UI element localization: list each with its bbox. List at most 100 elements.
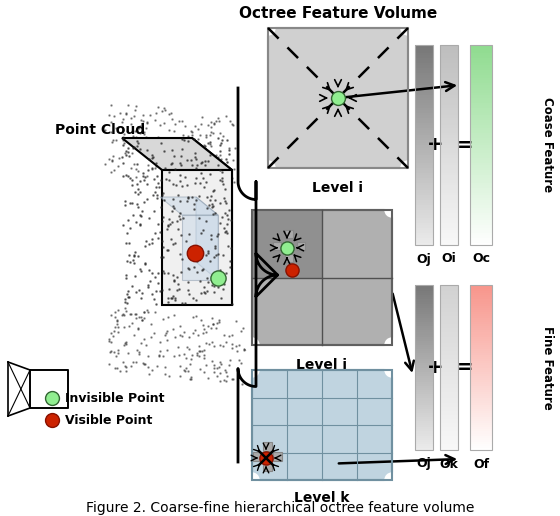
Point [177,117,186,125]
Point [209,282,218,290]
Point [157,150,166,158]
Bar [440,80,458,83]
Bar [470,440,492,442]
Point [160,104,169,112]
Point [183,136,192,144]
Point [223,372,232,380]
Point [139,314,148,322]
Point [131,106,140,114]
Point [139,198,148,206]
Point [170,120,179,128]
Point [177,152,186,160]
Point [209,278,218,286]
Bar [440,148,458,150]
Point [169,292,178,300]
Point [158,213,167,221]
Bar [440,110,458,112]
Point [183,155,192,164]
Bar [470,77,492,80]
Bar [415,287,433,289]
Point [172,166,181,174]
Point [216,166,225,174]
Bar [440,133,458,135]
Bar [440,243,458,245]
Point [209,319,218,328]
Bar [470,409,492,411]
Point [199,174,208,183]
Point [152,172,161,180]
Bar [415,88,433,90]
Point [207,127,216,136]
Point [178,135,187,143]
Bar [470,417,492,419]
Bar [415,168,433,170]
Point [217,155,226,164]
Bar [470,378,492,380]
Bar [470,185,492,187]
Circle shape [245,338,259,352]
Point [110,327,119,335]
Bar [415,190,433,192]
Point [227,120,236,128]
Point [203,247,212,255]
Point [200,351,209,360]
Bar [440,98,458,100]
Bar [440,127,458,130]
Point [132,180,141,188]
Bar [415,142,433,145]
Bar [470,75,492,77]
Bar [470,336,492,338]
Bar [440,192,458,195]
Point [193,268,202,276]
Point [180,299,189,308]
Bar [415,157,433,160]
Point [218,251,227,259]
Point [160,331,169,340]
Point [191,164,200,172]
Point [108,157,117,165]
Bar [440,65,458,68]
Bar [440,103,458,105]
Point [222,368,231,376]
Point [186,354,195,363]
Point [205,151,214,159]
Point [170,351,179,360]
Bar [440,53,458,55]
Bar [415,77,433,80]
Point [197,168,206,176]
Bar [415,353,433,355]
Point [135,221,144,229]
Point [219,331,228,339]
Bar [470,402,492,405]
Point [176,372,185,380]
Bar [470,305,492,308]
Point [183,146,192,154]
Point [196,131,205,139]
Bar [415,205,433,207]
Point [189,263,198,271]
Bar [470,427,492,429]
Bar [415,185,433,187]
Bar [440,168,458,170]
Polygon shape [122,138,232,170]
Point [148,366,157,375]
Bar [415,285,433,287]
Point [136,220,144,228]
Point [182,155,191,164]
Point [122,363,130,372]
Bar [415,448,433,450]
Bar [440,405,458,407]
Point [169,325,178,333]
Point [221,185,230,193]
Bar [415,135,433,137]
Bar [415,118,433,120]
Point [227,174,236,182]
Point [218,136,227,144]
Bar [470,145,492,148]
Point [151,187,160,196]
Bar [415,400,433,402]
Point [176,231,185,239]
Point [232,342,241,350]
Point [164,222,172,230]
Point [200,157,209,165]
